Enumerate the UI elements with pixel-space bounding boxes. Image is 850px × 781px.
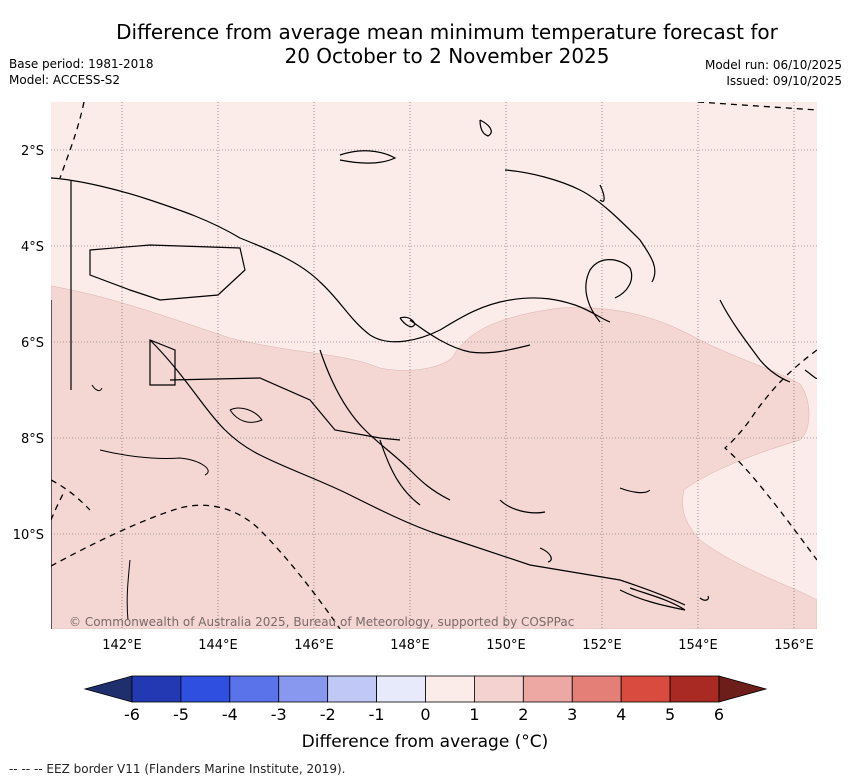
lon-label: 146°E: [294, 638, 334, 653]
eez-borders: [51, 102, 817, 629]
colorbar-tick-label: -6: [124, 705, 140, 724]
lon-label: 152°E: [582, 638, 622, 653]
colorbar-title: Difference from average (°C): [301, 732, 549, 752]
longitude-labels: 142°E 144°E 146°E 148°E 150°E 152°E 154°…: [102, 638, 814, 653]
southern-coast: [91, 384, 263, 621]
colorbar-segment: [669, 675, 720, 703]
copyright-text: © Commonwealth of Australia 2025, Bureau…: [69, 615, 574, 629]
lat-label: 2°S: [21, 144, 44, 159]
colorbar-segment: [327, 675, 377, 703]
lat-label: 8°S: [21, 432, 44, 447]
map-title: Difference from average mean minimum tem…: [0, 20, 850, 68]
lon-label: 142°E: [102, 638, 142, 653]
colorbar-tick-label: 3: [567, 705, 577, 724]
colorbar-segment: [376, 675, 426, 703]
colorbar-extend-low: [83, 675, 133, 703]
latitude-labels: 2°S 4°S 6°S 8°S 10°S: [13, 144, 44, 543]
colorbar-segment: [474, 675, 524, 703]
lat-label: 6°S: [21, 336, 44, 351]
colorbar-extend-high: [718, 675, 768, 703]
lat-label: 4°S: [21, 240, 44, 255]
colorbar: -6 -5 -4 -3 -2 -1 0 1 2 3 4 5 6: [83, 675, 768, 724]
issued-date: Issued: 09/10/2025: [726, 74, 842, 88]
model-info: Base period: 1981-2018 Model: ACCESS-S2: [9, 56, 154, 88]
colorbar-tick-label: 1: [469, 705, 479, 724]
lon-label: 156°E: [774, 638, 814, 653]
title-line-1: Difference from average mean minimum tem…: [116, 20, 778, 44]
run-info: Model run: 06/10/2025 Issued: 09/10/2025: [705, 57, 842, 89]
colorbar-tick-label: -1: [369, 705, 385, 724]
colorbar-tick-label: 4: [616, 705, 626, 724]
colorbar-segment: [180, 675, 231, 703]
colorbar-tick-label: -4: [222, 705, 238, 724]
map-area: © Commonwealth of Australia 2025, Bureau…: [51, 102, 817, 629]
colorbar-segment: [278, 675, 329, 703]
base-period: Base period: 1981-2018: [9, 57, 154, 71]
anomaly-1-2-region: [51, 285, 817, 629]
colorbar-segment: [522, 675, 573, 703]
title-line-2: 20 October to 2 November 2025: [284, 44, 610, 68]
model-name: Model: ACCESS-S2: [9, 73, 121, 87]
colorbar-segment: [229, 675, 280, 703]
colorbar-segment: [571, 675, 622, 703]
colorbar-segment: [131, 675, 182, 703]
eez-legend-note: -- -- -- EEZ border V11 (Flanders Marine…: [9, 762, 346, 776]
colorbar-tick-label: 6: [714, 705, 724, 724]
colorbar-tick-label: 0: [420, 705, 430, 724]
colorbar-tick-label: 2: [518, 705, 528, 724]
lon-label: 150°E: [486, 638, 526, 653]
lon-label: 148°E: [390, 638, 430, 653]
coastlines: [51, 119, 817, 629]
lat-label: 10°S: [13, 528, 44, 543]
model-run-date: Model run: 06/10/2025: [704, 58, 842, 72]
colorbar-tick-label: -3: [271, 705, 287, 724]
lon-label: 144°E: [198, 638, 238, 653]
colorbar-tick-label: -2: [320, 705, 336, 724]
colorbar-segment: [425, 675, 475, 703]
colorbar-segment: [620, 675, 671, 703]
colorbar-tick-label: 5: [665, 705, 675, 724]
colorbar-tick-label: -5: [173, 705, 189, 724]
lon-label: 154°E: [678, 638, 718, 653]
